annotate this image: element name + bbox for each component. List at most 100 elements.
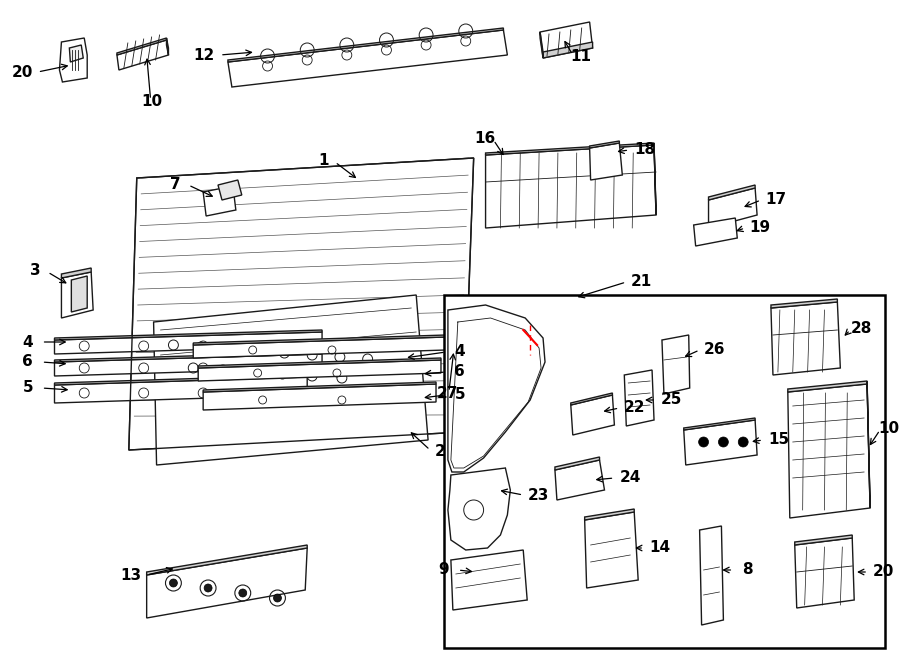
Text: 27: 27	[436, 387, 458, 401]
Text: 10: 10	[878, 421, 899, 436]
Polygon shape	[55, 354, 322, 376]
Polygon shape	[788, 381, 867, 392]
Polygon shape	[154, 295, 428, 465]
Polygon shape	[61, 268, 91, 278]
Bar	[444, 295, 885, 648]
Polygon shape	[486, 145, 656, 228]
Text: 20: 20	[12, 65, 32, 80]
Polygon shape	[129, 158, 473, 450]
Polygon shape	[654, 143, 656, 215]
Text: 24: 24	[619, 470, 641, 485]
Polygon shape	[788, 384, 870, 518]
Polygon shape	[117, 40, 168, 70]
Text: 16: 16	[474, 131, 495, 146]
Polygon shape	[448, 305, 545, 472]
Polygon shape	[147, 545, 307, 575]
Polygon shape	[540, 22, 592, 58]
Text: 3: 3	[31, 263, 40, 279]
Polygon shape	[198, 360, 441, 381]
Polygon shape	[795, 538, 854, 608]
Polygon shape	[59, 38, 87, 82]
Polygon shape	[708, 188, 757, 228]
Polygon shape	[228, 28, 503, 62]
Circle shape	[274, 594, 282, 602]
Text: 25: 25	[662, 393, 682, 408]
Polygon shape	[451, 550, 527, 610]
Polygon shape	[448, 468, 510, 550]
Polygon shape	[69, 45, 83, 62]
Text: 13: 13	[121, 568, 142, 583]
Polygon shape	[61, 272, 93, 318]
Polygon shape	[590, 141, 619, 148]
Text: 7: 7	[170, 177, 181, 192]
Text: 19: 19	[750, 220, 770, 235]
Polygon shape	[203, 186, 236, 216]
Circle shape	[238, 589, 247, 597]
Polygon shape	[795, 535, 852, 545]
Polygon shape	[55, 375, 307, 385]
Polygon shape	[571, 393, 612, 405]
Polygon shape	[55, 377, 307, 403]
Text: 4: 4	[454, 344, 465, 359]
Circle shape	[718, 437, 728, 447]
Text: 9: 9	[438, 562, 449, 577]
Circle shape	[169, 579, 177, 587]
Polygon shape	[194, 335, 446, 345]
Text: 20: 20	[873, 565, 895, 579]
Polygon shape	[198, 358, 441, 368]
Polygon shape	[694, 218, 737, 246]
Polygon shape	[684, 420, 757, 465]
Text: 6: 6	[454, 364, 465, 379]
Polygon shape	[218, 180, 242, 200]
Text: 1: 1	[319, 154, 329, 168]
Polygon shape	[540, 32, 543, 58]
Polygon shape	[194, 337, 446, 358]
Polygon shape	[71, 276, 87, 312]
Circle shape	[204, 584, 212, 592]
Text: 2: 2	[435, 444, 446, 459]
Polygon shape	[147, 548, 307, 618]
Text: 5: 5	[454, 387, 465, 402]
Polygon shape	[699, 526, 724, 625]
Text: 26: 26	[704, 342, 725, 357]
Circle shape	[738, 437, 748, 447]
Text: 18: 18	[634, 142, 655, 158]
Text: 11: 11	[571, 49, 591, 64]
Polygon shape	[203, 382, 436, 392]
Polygon shape	[228, 30, 508, 87]
Text: 10: 10	[141, 95, 163, 109]
Text: 15: 15	[769, 432, 789, 448]
Polygon shape	[571, 395, 615, 435]
Polygon shape	[117, 38, 166, 55]
Polygon shape	[585, 512, 638, 588]
Text: 17: 17	[765, 192, 787, 207]
Polygon shape	[555, 457, 599, 470]
Polygon shape	[662, 335, 689, 394]
Polygon shape	[166, 38, 168, 55]
Polygon shape	[684, 418, 755, 430]
Text: 21: 21	[631, 274, 652, 289]
Text: 4: 4	[22, 334, 33, 350]
Polygon shape	[585, 509, 634, 520]
Polygon shape	[203, 384, 436, 410]
Text: 23: 23	[528, 488, 550, 503]
Text: 28: 28	[850, 321, 872, 336]
Polygon shape	[590, 143, 622, 180]
Polygon shape	[55, 330, 322, 340]
Text: 12: 12	[194, 48, 215, 63]
Polygon shape	[55, 352, 322, 362]
Polygon shape	[486, 143, 654, 155]
Text: 6: 6	[22, 354, 33, 369]
Text: 14: 14	[650, 540, 670, 555]
Polygon shape	[55, 332, 322, 354]
Polygon shape	[771, 299, 837, 308]
Text: 8: 8	[742, 563, 752, 577]
Polygon shape	[708, 185, 755, 200]
Circle shape	[698, 437, 708, 447]
Polygon shape	[771, 302, 841, 375]
Polygon shape	[867, 381, 870, 508]
Polygon shape	[543, 42, 592, 58]
Polygon shape	[625, 370, 654, 426]
Text: 22: 22	[624, 400, 645, 415]
Polygon shape	[555, 460, 605, 500]
